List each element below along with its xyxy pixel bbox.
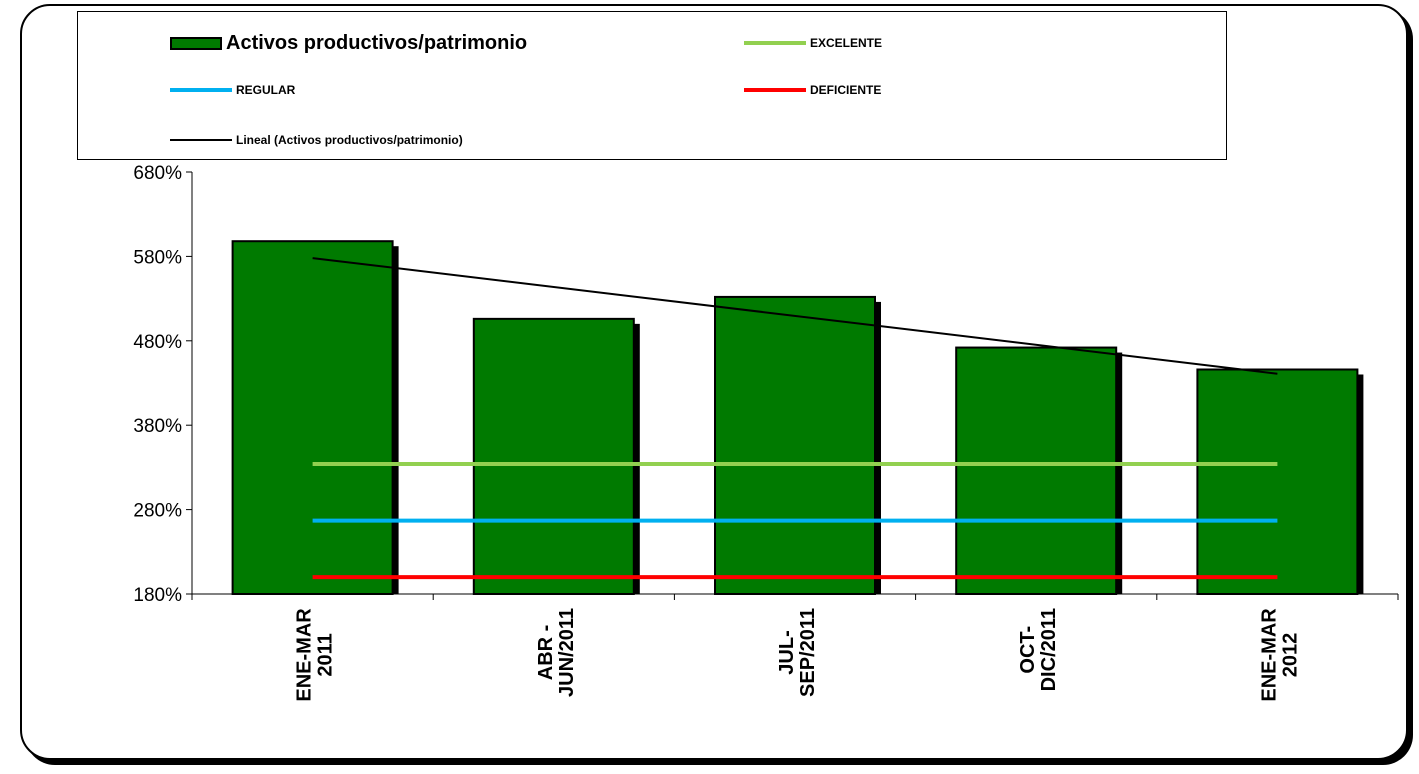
legend-item-regular: REGULAR: [170, 83, 295, 97]
legend-swatch-regular: [170, 88, 232, 92]
legend-swatch-excelente: [744, 41, 806, 45]
y-tick-label: 280%: [133, 501, 182, 522]
legend-item-deficiente: DEFICIENTE: [744, 83, 881, 97]
bar: [955, 346, 1118, 595]
y-tick-label: 580%: [133, 247, 182, 268]
y-tick-label: 180%: [133, 585, 182, 606]
legend-label-bar: Activos productivos/patrimonio: [226, 32, 528, 54]
y-tick-label: 680%: [133, 163, 182, 184]
legend-label-excelente: EXCELENTE: [810, 36, 883, 50]
x-tick-label: OCT-DIC/2011: [1017, 608, 1060, 691]
legend-swatch-trendline: [170, 139, 232, 141]
bar: [231, 240, 394, 595]
legend-swatch-bar: [170, 37, 222, 50]
legend-item-excelente: EXCELENTE: [744, 36, 882, 50]
chart-legend: Activos productivos/patrimonio EXCELENTE…: [77, 11, 1227, 160]
bar: [714, 295, 876, 595]
legend-label-deficiente: DEFICIENTE: [810, 83, 882, 97]
legend-swatch-deficiente: [744, 88, 806, 92]
trendline: [312, 257, 1278, 375]
x-tick-label: ABR -JUN/2011: [535, 608, 578, 697]
bar: [1196, 368, 1359, 595]
y-tick-label: 480%: [133, 332, 182, 353]
bar: [472, 317, 635, 595]
legend-item-bar: Activos productivos/patrimonio: [170, 32, 527, 55]
y-tick-label: 380%: [133, 416, 182, 437]
x-tick-label: ENE-MAR2011: [294, 608, 337, 702]
legend-label-regular: REGULAR: [236, 83, 296, 97]
x-tick-label: JUL-SEP/2011: [776, 608, 819, 697]
legend-label-trendline: Lineal (Activos productivos/patrimonio): [236, 133, 463, 147]
x-tick-label: ENE-MAR2012: [1258, 608, 1301, 702]
legend-item-trendline: Lineal (Activos productivos/patrimonio): [170, 133, 463, 147]
